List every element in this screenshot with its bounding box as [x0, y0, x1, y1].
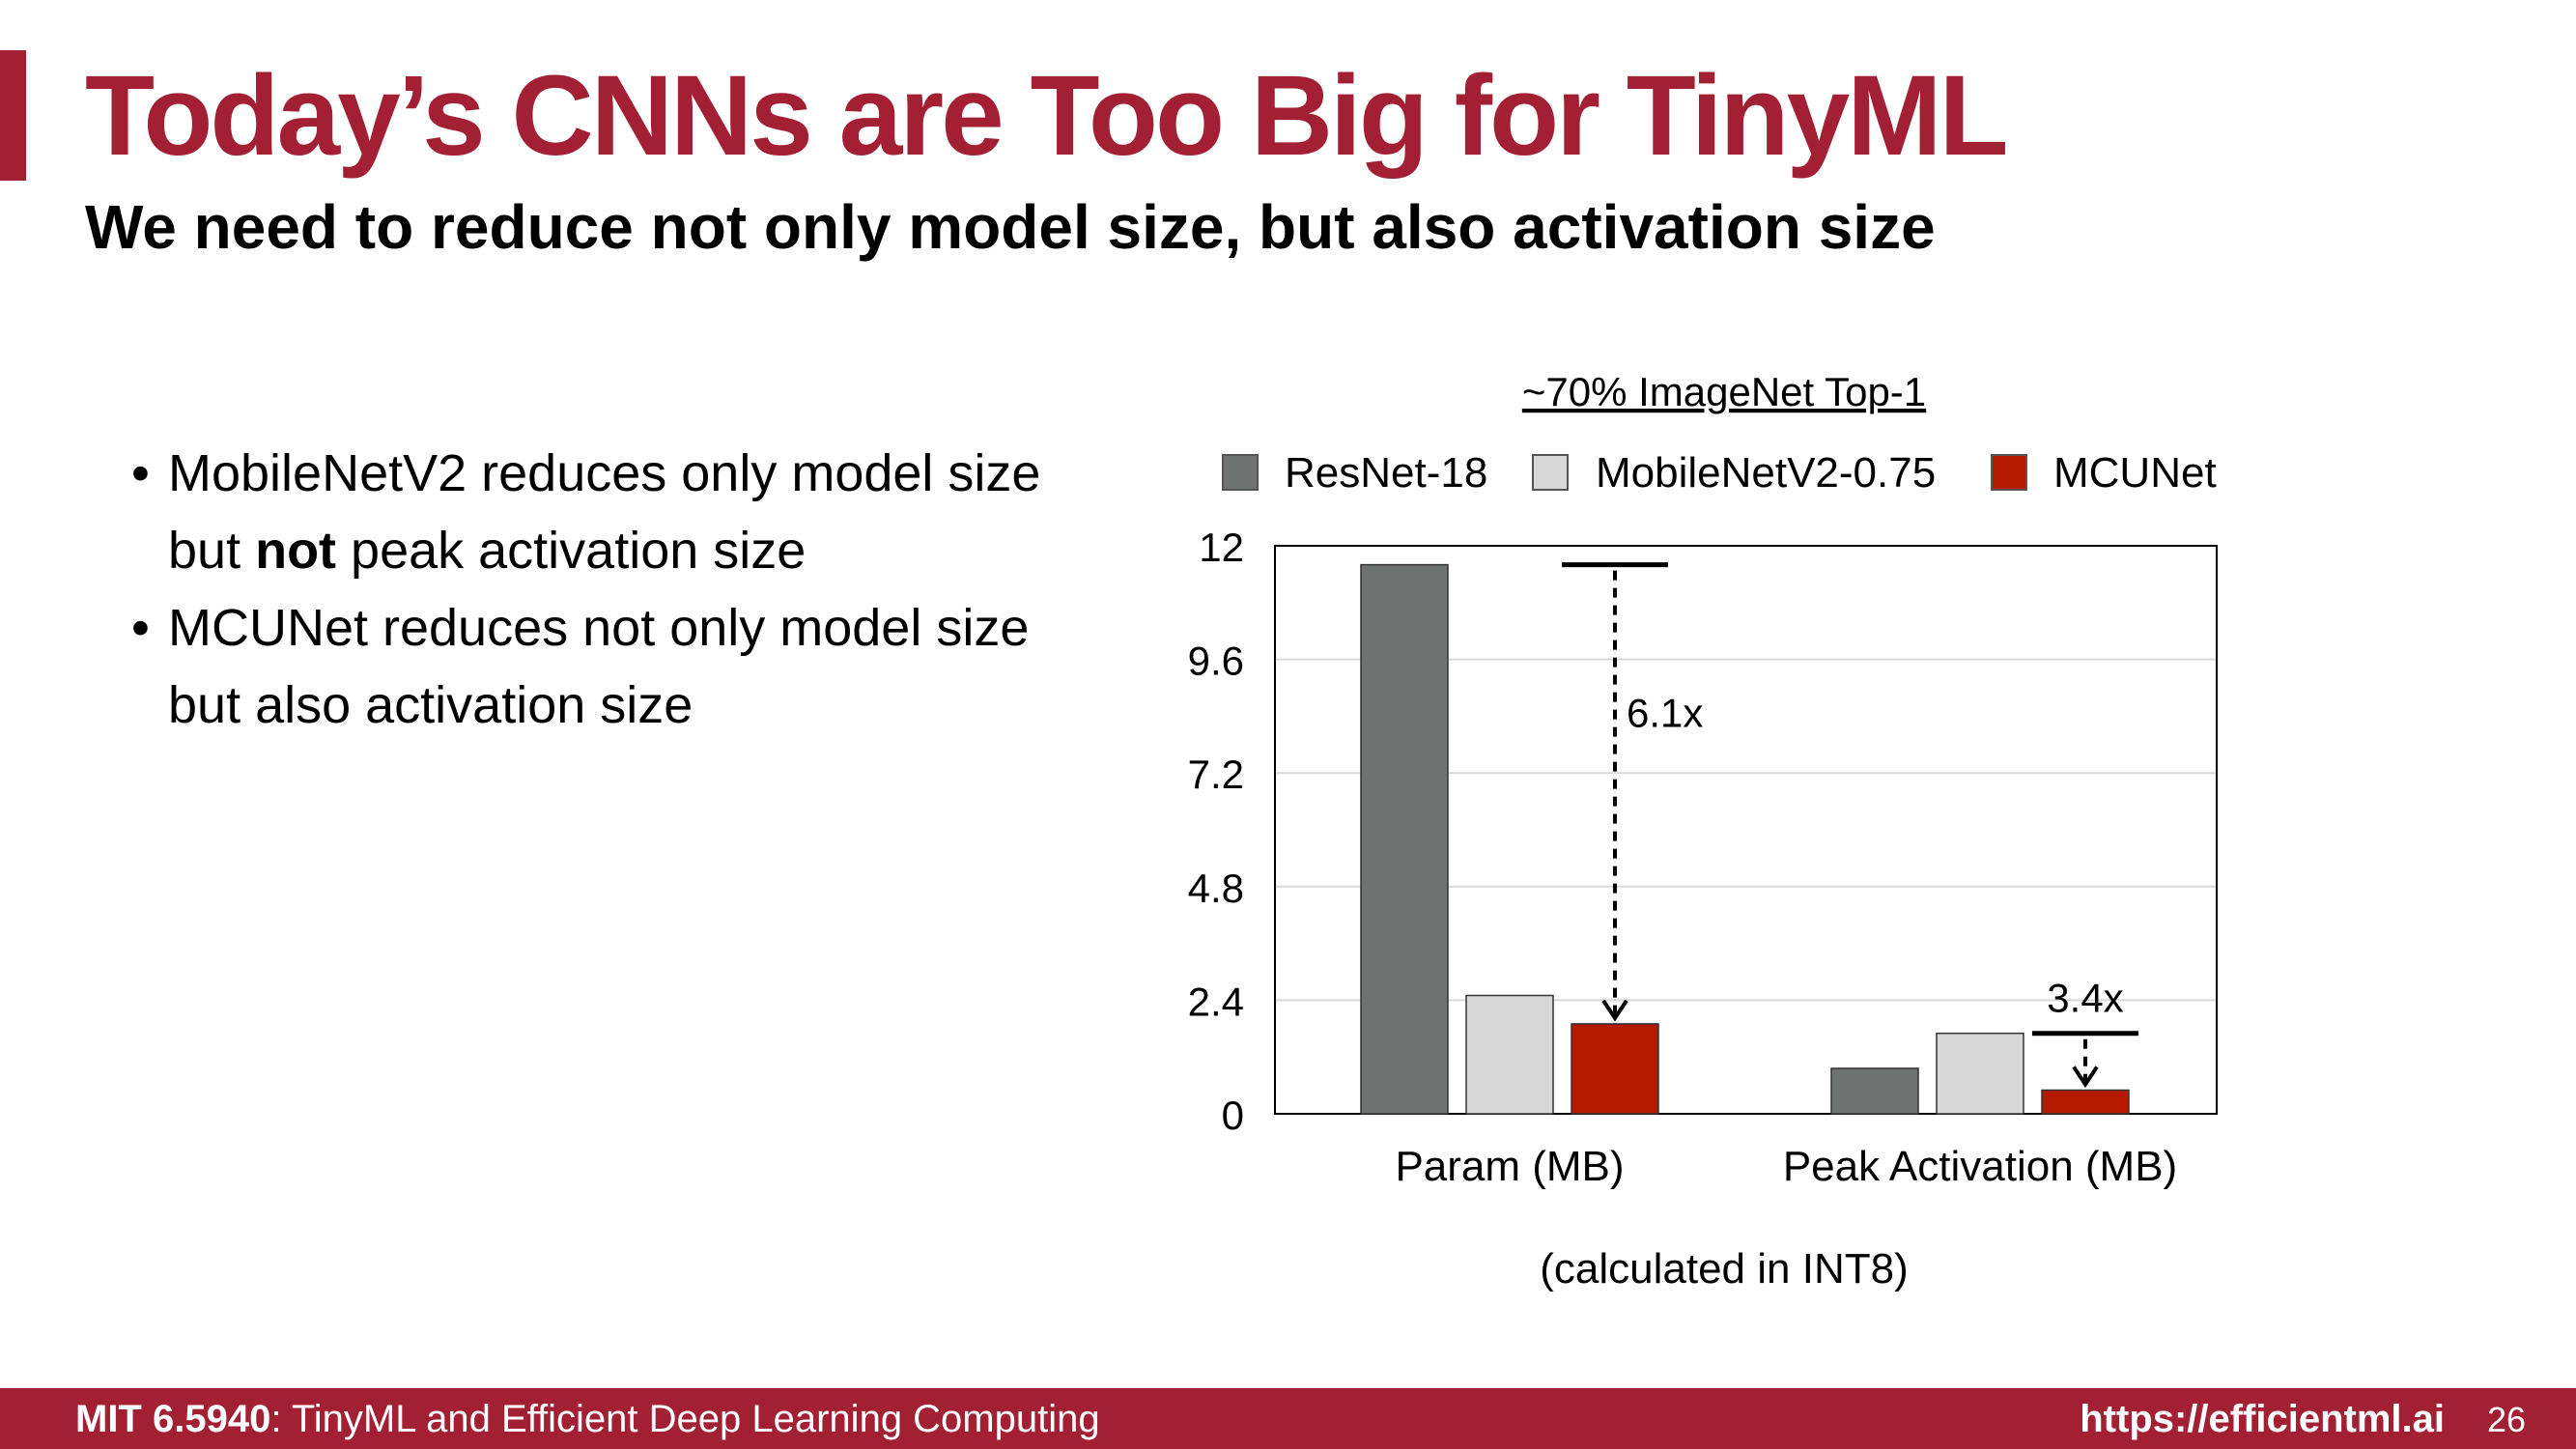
- course-title: : TinyML and Efficient Deep Learning Com…: [270, 1398, 1100, 1440]
- title-accent-bar: [0, 50, 26, 181]
- x-category-label: Peak Activation (MB): [1783, 1143, 2177, 1190]
- bar-mobilenetv2-0-75: [1936, 1032, 2024, 1115]
- course-code: MIT 6.5940: [75, 1398, 271, 1440]
- bullet-item: MCUNet reduces not only model size but a…: [126, 589, 1091, 744]
- bar-mcunet: [1571, 1023, 1659, 1115]
- x-category-label: Param (MB): [1395, 1143, 1624, 1190]
- chart-footnote: (calculated in INT8): [1540, 1245, 1908, 1293]
- y-tick-label: 0: [1222, 1093, 1244, 1138]
- legend-label: ResNet-18: [1285, 449, 1487, 497]
- legend-swatch: [1532, 454, 1569, 491]
- footer-course: MIT 6.5940: TinyML and Efficient Deep Le…: [75, 1398, 1100, 1441]
- bullet-emphasis: not: [255, 522, 337, 580]
- y-tick-label: 4.8: [1188, 866, 1244, 911]
- annotation-arrowhead: [1601, 999, 1628, 1022]
- plot-frame: [1274, 545, 2218, 1115]
- page-number: 26: [2486, 1400, 2526, 1439]
- bar-chart: 0 2.4 4.8 7.2 9.6 12 Param (MB) Peak Activation…: [1188, 369, 2218, 1293]
- bar-mcunet: [2041, 1089, 2130, 1115]
- chart-title: ~70% ImageNet Top-1: [1522, 369, 1926, 414]
- legend-swatch: [1222, 454, 1259, 491]
- slide-subtitle: We need to reduce not only model size, b…: [85, 192, 1936, 262]
- y-tick-label: 7.2: [1188, 752, 1244, 797]
- bullet-item: MobileNetV2 reduces only model size but …: [126, 435, 1091, 589]
- legend-label: MCUNet: [2053, 449, 2217, 497]
- bullet-text: MobileNetV2 reduces only model size but: [168, 444, 1041, 580]
- bullet-text: MCUNet reduces not only model size but a…: [168, 599, 1030, 734]
- annotation-arrowhead: [2072, 1065, 2099, 1089]
- bullet-list: MobileNetV2 reduces only model size but …: [126, 435, 1091, 744]
- legend-swatch: [1991, 454, 2027, 491]
- bar-resnet-18: [1360, 563, 1449, 1115]
- footer-url: https://efficientml.ai: [2080, 1398, 2445, 1440]
- y-tick-label: 12: [1199, 525, 1244, 570]
- bullet-text: peak activation size: [336, 522, 807, 580]
- y-tick-label: 2.4: [1188, 979, 1244, 1024]
- y-tick-label: 9.6: [1188, 639, 1244, 684]
- annotation-label: 6.1x: [1627, 690, 1703, 735]
- annotation-label: 3.4x: [2047, 976, 2123, 1021]
- legend-label: MobileNetV2-0.75: [1596, 449, 1936, 497]
- footer-bar: MIT 6.5940: TinyML and Efficient Deep Le…: [0, 1388, 2576, 1449]
- bar-mobilenetv2-0-75: [1465, 994, 1554, 1115]
- bar-resnet-18: [1830, 1067, 1919, 1115]
- slide-title: Today’s CNNs are Too Big for TinyML: [85, 52, 2009, 180]
